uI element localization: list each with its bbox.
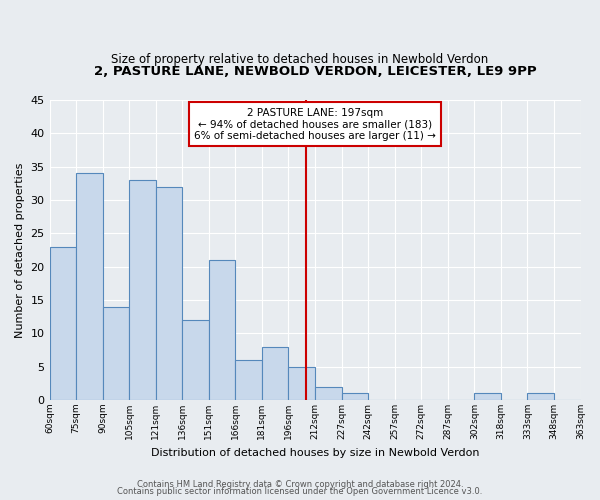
Bar bbox=[156, 186, 182, 400]
Bar bbox=[103, 306, 129, 400]
Text: Contains HM Land Registry data © Crown copyright and database right 2024.: Contains HM Land Registry data © Crown c… bbox=[137, 480, 463, 489]
Bar bbox=[475, 394, 501, 400]
X-axis label: Distribution of detached houses by size in Newbold Verdon: Distribution of detached houses by size … bbox=[151, 448, 479, 458]
Bar bbox=[315, 386, 341, 400]
Bar bbox=[129, 180, 156, 400]
Bar bbox=[182, 320, 209, 400]
Title: 2, PASTURE LANE, NEWBOLD VERDON, LEICESTER, LE9 9PP: 2, PASTURE LANE, NEWBOLD VERDON, LEICEST… bbox=[94, 65, 536, 78]
Text: Contains public sector information licensed under the Open Government Licence v3: Contains public sector information licen… bbox=[118, 487, 482, 496]
Bar bbox=[235, 360, 262, 400]
Bar bbox=[262, 346, 289, 400]
Bar bbox=[76, 174, 103, 400]
Text: Size of property relative to detached houses in Newbold Verdon: Size of property relative to detached ho… bbox=[112, 52, 488, 66]
Bar bbox=[527, 394, 554, 400]
Y-axis label: Number of detached properties: Number of detached properties bbox=[15, 162, 25, 338]
Text: 2 PASTURE LANE: 197sqm
← 94% of detached houses are smaller (183)
6% of semi-det: 2 PASTURE LANE: 197sqm ← 94% of detached… bbox=[194, 108, 436, 140]
Bar bbox=[209, 260, 235, 400]
Bar bbox=[341, 394, 368, 400]
Bar bbox=[289, 366, 315, 400]
Bar bbox=[50, 246, 76, 400]
